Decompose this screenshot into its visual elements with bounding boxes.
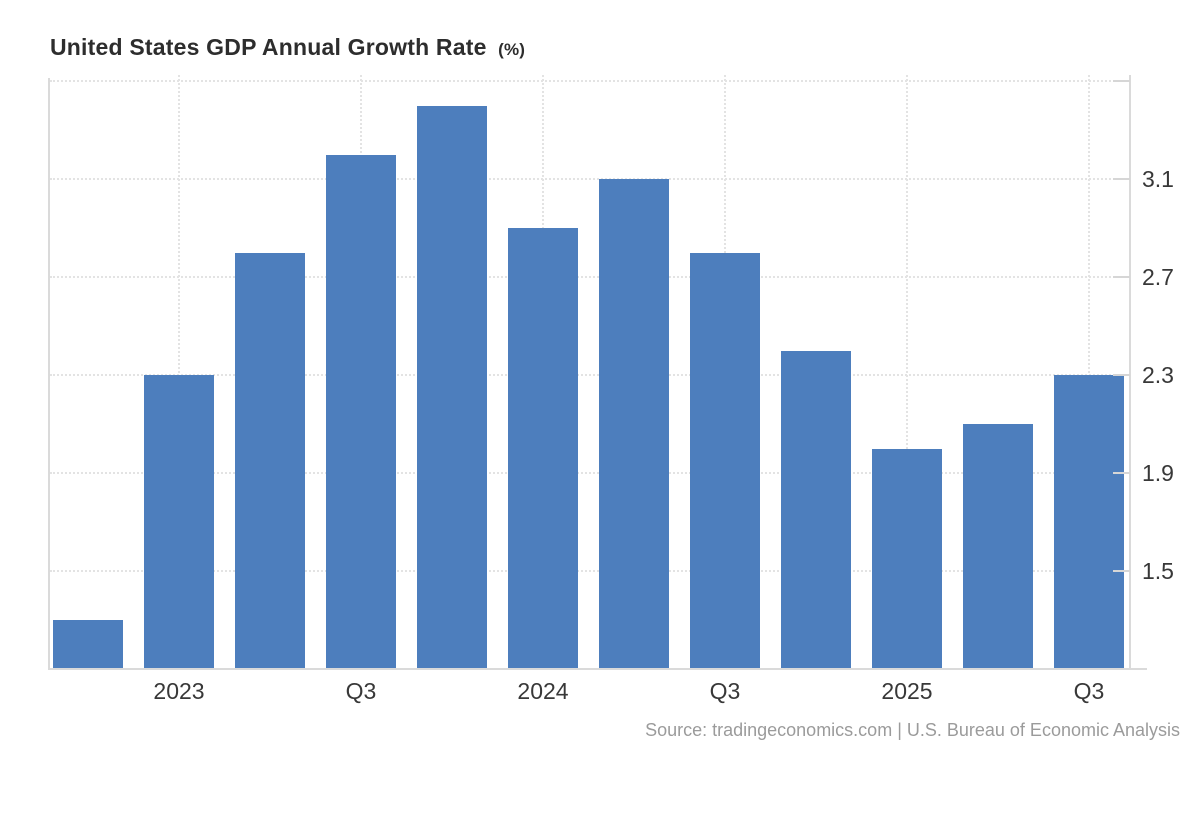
- bar: [508, 228, 578, 669]
- y-axis-line-right: [1129, 75, 1131, 670]
- x-tick-label: Q3: [345, 678, 377, 704]
- bar: [1054, 375, 1124, 669]
- chart-title-text: United States GDP Annual Growth Rate: [50, 34, 487, 60]
- y-gridline: [50, 178, 1130, 181]
- y-tick-label: 3.1: [1142, 166, 1174, 193]
- source-attribution: Source: tradingeconomics.com | U.S. Bure…: [645, 720, 1180, 740]
- y-tick-label: 2.7: [1142, 264, 1174, 291]
- y-gridline: [50, 472, 1130, 475]
- chart-title-unit-label: (%): [498, 40, 526, 59]
- y-tick-mark: [1113, 374, 1130, 377]
- x-gridline: [178, 75, 180, 669]
- bar: [781, 350, 851, 669]
- y-axis-line-left: [48, 78, 50, 669]
- bar: [235, 252, 305, 669]
- bar: [326, 154, 396, 669]
- y-gridline: [50, 276, 1130, 279]
- bar: [417, 105, 487, 669]
- y-tick-label: 2.3: [1142, 362, 1174, 389]
- y-tick-mark: [1113, 178, 1130, 181]
- x-gridline: [1088, 75, 1090, 669]
- x-tick-label: 2024: [517, 678, 569, 704]
- y-tick-label: 1.9: [1142, 460, 1174, 487]
- y-gridline: [50, 80, 1130, 83]
- y-tick-mark: [1113, 80, 1130, 83]
- y-tick-mark: [1113, 472, 1130, 475]
- bar: [53, 620, 123, 669]
- y-gridline: [50, 374, 1130, 377]
- chart-title: United States GDP Annual Growth Rate (%): [50, 34, 525, 61]
- bar: [690, 252, 760, 669]
- bar: [599, 179, 669, 669]
- y-gridline: [50, 570, 1130, 573]
- y-tick-label: 1.5: [1142, 558, 1174, 585]
- x-gridline: [906, 75, 908, 669]
- x-tick-label: 2023: [153, 678, 205, 704]
- plot-area: [50, 75, 1130, 669]
- bar: [963, 424, 1033, 669]
- x-tick-label: 2025: [881, 678, 933, 704]
- bar: [144, 375, 214, 669]
- x-tick-label: Q3: [709, 678, 741, 704]
- y-tick-mark: [1113, 276, 1130, 279]
- x-tick-label: Q3: [1073, 678, 1105, 704]
- y-tick-mark: [1113, 570, 1130, 573]
- bar: [872, 448, 942, 669]
- x-axis-line: [48, 668, 1147, 670]
